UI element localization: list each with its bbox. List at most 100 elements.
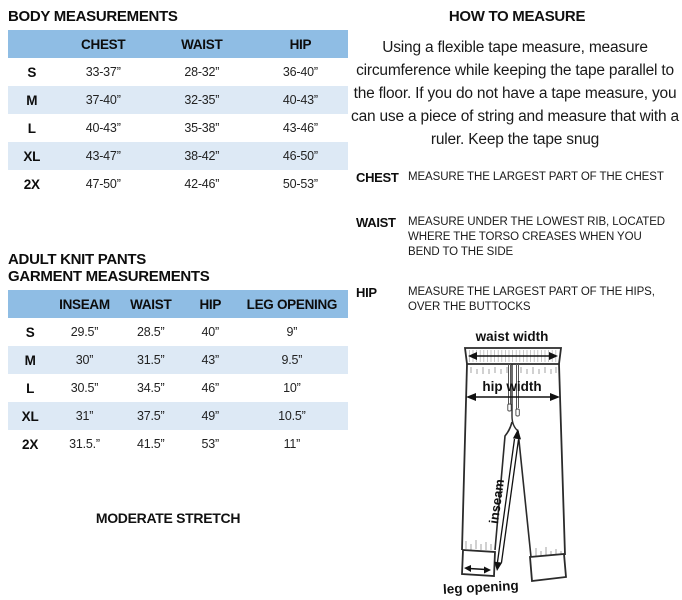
arrowhead (484, 566, 491, 574)
table-cell: 28-32” (184, 65, 220, 79)
table-cell: 43-47” (85, 149, 121, 163)
size-label: 2X (23, 176, 40, 192)
table-cell: 31” (75, 409, 94, 423)
garment-title-line1: ADULT KNIT PANTS (8, 251, 146, 268)
table-cell: 9.5” (281, 353, 303, 367)
column-header: INSEAM (52, 290, 117, 318)
definition-term: HIP (356, 285, 377, 300)
table-cell: 11” (283, 437, 301, 451)
definition-term: CHEST (356, 170, 399, 185)
left-cuff (461, 549, 496, 577)
column-header: CHEST (55, 30, 151, 58)
definition-text: MEASURE THE LARGEST PART OF THE HIPS, OV… (408, 286, 655, 313)
inseam-arrow (496, 438, 520, 563)
arrowhead (512, 429, 521, 440)
table-cell: 40-43” (282, 93, 318, 107)
inner-leg-seams (494, 421, 532, 558)
garment-title-line2: GARMENT MEASUREMENTS (8, 268, 210, 285)
table-cell: 29.5” (70, 325, 99, 339)
table-row: M 37-40” 32-35” 40-43” (8, 86, 348, 114)
table-row: XL 31” 37.5” 49” 10.5” (8, 402, 348, 430)
table-cell: 28.5” (137, 325, 165, 339)
table-cell: 42-46” (184, 177, 220, 191)
arrowhead (464, 565, 471, 572)
right-cuff (529, 553, 567, 583)
table-cell: 36-40” (282, 65, 318, 79)
definition-chest: CHEST MEASURE THE LARGEST PART OF THE CH… (356, 170, 672, 185)
table-row: L 30.5” 34.5” 46” 10” (8, 374, 348, 402)
column-header: HIP (184, 290, 236, 318)
table-cell: 9” (286, 325, 298, 339)
pants-outline (461, 363, 566, 556)
arrowhead (549, 352, 558, 360)
fabric-texture (470, 367, 557, 374)
table-row: 2X 31.5.” 41.5” 53” 11” (8, 430, 348, 458)
table-row: L 40-43” 35-38” 43-46” (8, 114, 348, 142)
fabric-texture (465, 540, 562, 557)
table-cell: 32-35” (184, 93, 220, 107)
hip-width-label: hip width (482, 379, 541, 394)
how-to-measure-title: HOW TO MEASURE (448, 8, 586, 25)
table-cell: 37-40” (85, 93, 121, 107)
size-label: XL (21, 408, 39, 424)
garment-measurements-title: ADULT KNIT PANTS GARMENT MEASUREMENTS (8, 251, 210, 285)
definition-waist: WAIST MEASURE UNDER THE LOWEST RIB, LOCA… (356, 215, 672, 259)
front-seam (511, 364, 519, 432)
table-row: 2X 47-50” 42-46” 50-53” (8, 170, 348, 198)
table-cell: 34.5” (137, 381, 165, 395)
waist-width-label: waist width (475, 329, 549, 344)
table-corner-cell (8, 30, 56, 58)
definition-hip: HIP MEASURE THE LARGEST PART OF THE HIPS… (356, 285, 672, 315)
table-cell: 40” (201, 325, 220, 339)
table-cell: 30.5” (70, 381, 99, 395)
table-cell: 46” (201, 381, 220, 395)
inseam-label: inseam (486, 478, 507, 524)
table-cell: 47-50” (85, 177, 121, 191)
table-cell: 37.5” (137, 409, 165, 423)
stretch-note: MODERATE STRETCH (95, 510, 241, 526)
column-header: WAIST (150, 30, 253, 58)
size-label: M (24, 352, 36, 368)
table-cell: 40-43” (85, 121, 121, 135)
table-row: XL 43-47” 38-42” 46-50” (8, 142, 348, 170)
leg-opening-label: leg opening (443, 578, 519, 597)
arrowhead (550, 393, 560, 401)
drawstring (508, 364, 519, 410)
arrowhead (466, 393, 476, 401)
table-cell: 35-38” (184, 121, 220, 135)
size-label: 2X (22, 436, 39, 452)
table-cell: 10” (283, 381, 301, 395)
table-cell: 53” (201, 437, 220, 451)
definition-text: MEASURE UNDER THE LOWEST RIB, LOCATED WH… (408, 216, 666, 258)
arrowhead (494, 561, 503, 571)
table-cell: 10.5” (278, 409, 306, 423)
table-corner-cell (8, 290, 53, 318)
column-header: WAIST (116, 290, 185, 318)
definition-term: WAIST (356, 215, 396, 230)
table-row: S 29.5” 28.5” 40” 9” (8, 318, 348, 346)
leg-opening-arrow (468, 567, 487, 571)
size-label: S (25, 324, 35, 340)
table-header-row: CHEST WAIST HIP (8, 30, 348, 58)
table-cell: 49” (201, 409, 220, 423)
pants-diagram: waist width hip width inseam leg opening (443, 329, 567, 597)
table-cell: 50-53” (282, 177, 318, 191)
drawstring-aglet (515, 408, 520, 417)
table-cell: 31.5.” (69, 437, 100, 451)
size-label: S (27, 64, 37, 80)
garment-measurements-table: INSEAM WAIST HIP LEG OPENING S 29.5” 28.… (8, 290, 348, 458)
body-measurements-table: CHEST WAIST HIP S 33-37” 28-32” 36-40” M… (8, 30, 348, 198)
table-cell: 31.5” (137, 353, 165, 367)
table-cell: 30” (75, 353, 94, 367)
table-row: M 30” 31.5” 43” 9.5” (8, 346, 348, 374)
definition-text: MEASURE THE LARGEST PART OF THE CHEST (408, 171, 664, 183)
size-label: M (26, 92, 38, 108)
arrowhead (468, 352, 477, 360)
table-cell: 41.5” (137, 437, 165, 451)
table-header-row: INSEAM WAIST HIP LEG OPENING (8, 290, 348, 318)
measuring-instructions: Using a flexible tape measure, measure c… (351, 39, 679, 148)
table-cell: 46-50” (282, 149, 318, 163)
column-header: HIP (252, 30, 348, 58)
table-cell: 33-37” (85, 65, 121, 79)
